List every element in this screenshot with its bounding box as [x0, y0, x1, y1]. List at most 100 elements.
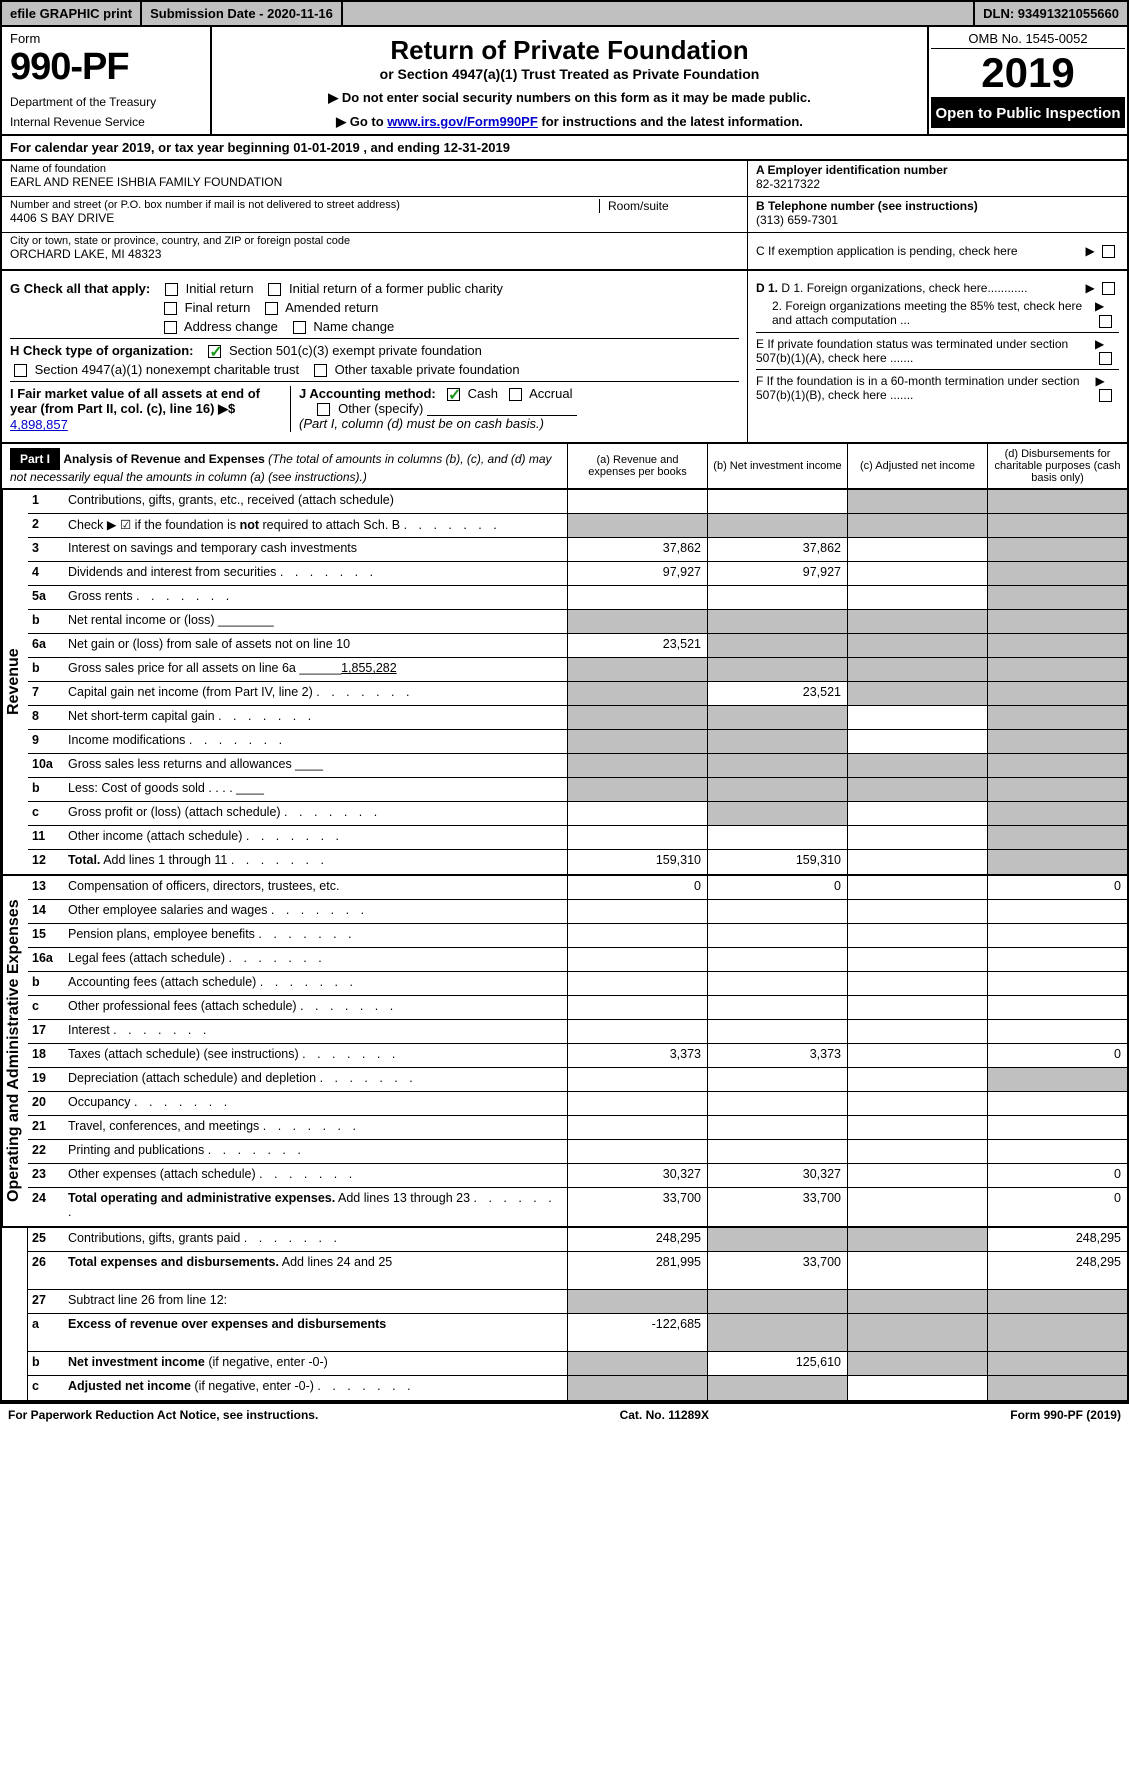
data-cell	[847, 1352, 987, 1375]
row-number: 5a	[28, 586, 64, 609]
data-cell: 0	[707, 876, 847, 899]
form-instr1: ▶ Do not enter social security numbers o…	[220, 90, 919, 106]
row-number: 1	[28, 490, 64, 513]
data-cell: 97,927	[567, 562, 707, 585]
table-row: 9Income modifications . . . . . . .	[28, 730, 1127, 754]
row-description: Income modifications . . . . . . .	[64, 730, 567, 753]
data-cell	[707, 634, 847, 657]
data-cell	[987, 634, 1127, 657]
data-cell: 248,295	[567, 1228, 707, 1251]
data-cell	[987, 490, 1127, 513]
part1-title: Analysis of Revenue and Expenses	[63, 452, 264, 466]
e-checkbox[interactable]	[1099, 352, 1112, 365]
table-row: 26Total expenses and disbursements. Add …	[28, 1252, 1127, 1290]
data-cell: 37,862	[707, 538, 847, 561]
table-row: 12Total. Add lines 1 through 11 . . . . …	[28, 850, 1127, 874]
data-cell	[707, 490, 847, 513]
row-number: 20	[28, 1092, 64, 1115]
foundation-info: Name of foundation EARL AND RENEE ISHBIA…	[0, 161, 1129, 271]
data-cell	[707, 1228, 847, 1251]
data-cell	[707, 658, 847, 681]
i-value[interactable]: 4,898,857	[10, 417, 68, 432]
d2-checkbox[interactable]	[1099, 315, 1112, 328]
h-501c3[interactable]	[208, 345, 221, 358]
header-center: Return of Private Foundation or Section …	[212, 27, 927, 134]
data-cell	[987, 754, 1127, 777]
c-checkbox[interactable]	[1102, 245, 1115, 258]
f-label: F If the foundation is in a 60-month ter…	[756, 374, 1095, 402]
data-cell	[847, 1290, 987, 1313]
data-cell	[847, 1164, 987, 1187]
j-other[interactable]	[317, 403, 330, 416]
header-left: Form 990-PF Department of the Treasury I…	[2, 27, 212, 134]
g-final-return[interactable]	[164, 302, 177, 315]
data-cell	[847, 1314, 987, 1351]
d1-checkbox[interactable]	[1102, 282, 1115, 295]
row-description: Contributions, gifts, grants, etc., rece…	[64, 490, 567, 513]
data-cell	[847, 802, 987, 825]
data-cell	[847, 658, 987, 681]
data-cell: 33,700	[567, 1188, 707, 1226]
row-description: Taxes (attach schedule) (see instruction…	[64, 1044, 567, 1067]
g-amended[interactable]	[265, 302, 278, 315]
oae-label: Operating and Administrative Expenses	[2, 876, 28, 1226]
row-number: 15	[28, 924, 64, 947]
city-label: City or town, state or province, country…	[10, 235, 739, 247]
row-number: 25	[28, 1228, 64, 1251]
h-other-taxable[interactable]	[314, 364, 327, 377]
data-cell	[987, 730, 1127, 753]
data-cell	[567, 900, 707, 923]
table-row: 1Contributions, gifts, grants, etc., rec…	[28, 490, 1127, 514]
row-description: Legal fees (attach schedule) . . . . . .…	[64, 948, 567, 971]
row-description: Subtract line 26 from line 12:	[64, 1290, 567, 1313]
row-number: 9	[28, 730, 64, 753]
f-checkbox[interactable]	[1099, 389, 1112, 402]
summary-section: 25Contributions, gifts, grants paid . . …	[0, 1228, 1129, 1402]
h-4947[interactable]	[14, 364, 27, 377]
table-row: 23Other expenses (attach schedule) . . .…	[28, 1164, 1127, 1188]
table-row: 6aNet gain or (loss) from sale of assets…	[28, 634, 1127, 658]
data-cell	[707, 1376, 847, 1400]
row-number: 11	[28, 826, 64, 849]
g-initial-former[interactable]	[268, 283, 281, 296]
data-cell	[707, 586, 847, 609]
irs-link[interactable]: www.irs.gov/Form990PF	[387, 114, 538, 129]
data-cell	[707, 514, 847, 537]
data-cell	[847, 730, 987, 753]
data-cell	[567, 586, 707, 609]
data-cell	[847, 778, 987, 801]
j-accrual[interactable]	[509, 388, 522, 401]
data-cell	[567, 754, 707, 777]
g-name-change[interactable]	[293, 321, 306, 334]
d2-label: 2. Foreign organizations meeting the 85%…	[756, 299, 1095, 327]
g-address-change[interactable]	[164, 321, 177, 334]
data-cell	[847, 634, 987, 657]
table-row: 18Taxes (attach schedule) (see instructi…	[28, 1044, 1127, 1068]
footer-center: Cat. No. 11289X	[620, 1408, 709, 1422]
j-cash[interactable]	[447, 388, 460, 401]
table-row: 24Total operating and administrative exp…	[28, 1188, 1127, 1226]
data-cell	[567, 1352, 707, 1375]
g-initial-return[interactable]	[165, 283, 178, 296]
row-number: 24	[28, 1188, 64, 1226]
row-number: 16a	[28, 948, 64, 971]
table-row: 25Contributions, gifts, grants paid . . …	[28, 1228, 1127, 1252]
data-cell	[567, 1290, 707, 1313]
data-cell	[987, 514, 1127, 537]
data-cell	[847, 1228, 987, 1251]
row-number: 17	[28, 1020, 64, 1043]
data-cell	[707, 1068, 847, 1091]
foundation-name: EARL AND RENEE ISHBIA FAMILY FOUNDATION	[10, 175, 739, 189]
data-cell	[707, 826, 847, 849]
data-cell	[847, 972, 987, 995]
row-description: Interest on savings and temporary cash i…	[64, 538, 567, 561]
row-description: Occupancy . . . . . . .	[64, 1092, 567, 1115]
data-cell	[987, 1140, 1127, 1163]
data-cell: 23,521	[567, 634, 707, 657]
data-cell: 37,862	[567, 538, 707, 561]
table-row: bAccounting fees (attach schedule) . . .…	[28, 972, 1127, 996]
data-cell	[987, 658, 1127, 681]
top-bar: efile GRAPHIC print Submission Date - 20…	[0, 0, 1129, 27]
revenue-label: Revenue	[2, 490, 28, 874]
dept-irs: Internal Revenue Service	[10, 115, 202, 129]
